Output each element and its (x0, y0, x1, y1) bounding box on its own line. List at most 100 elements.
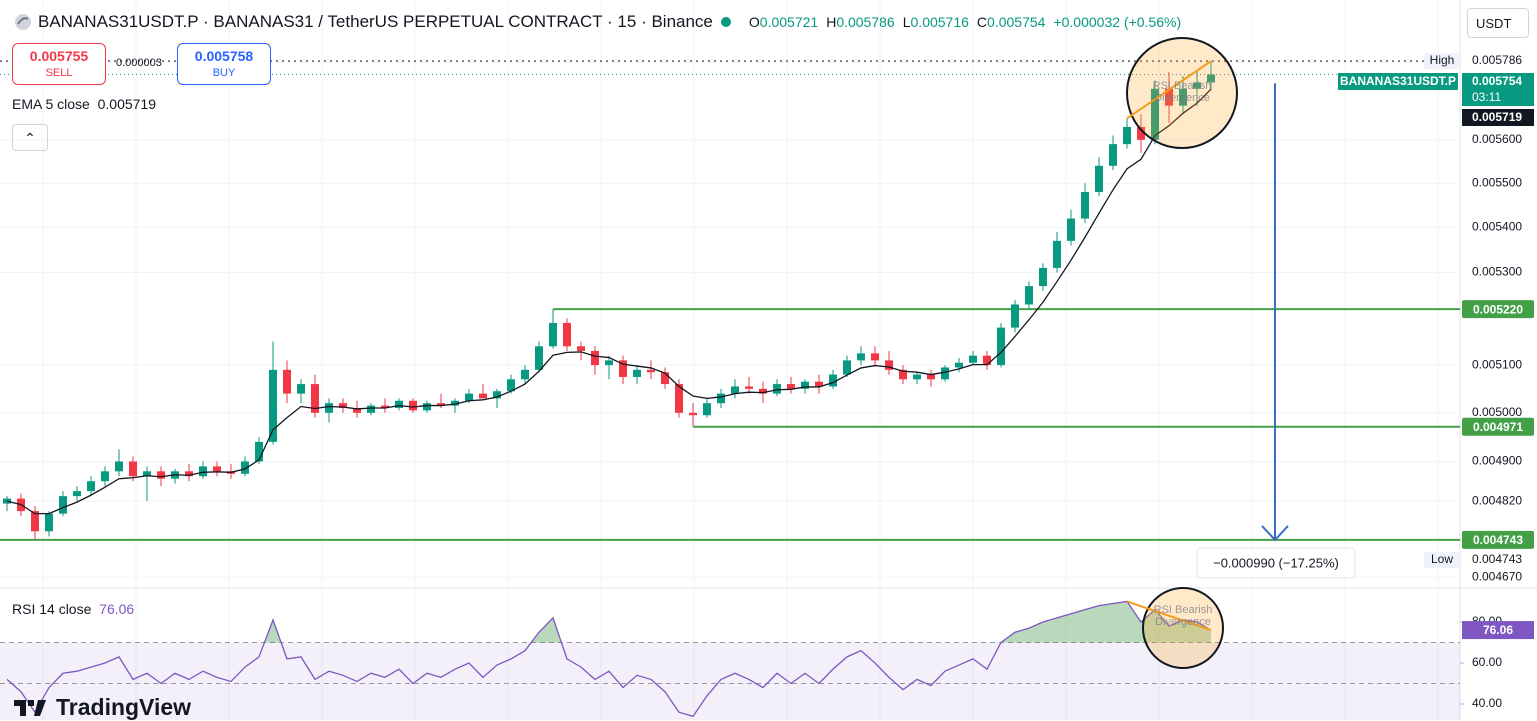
ema-value: 0.005719 (97, 96, 157, 112)
candle-body (1123, 126, 1131, 145)
candle-body (451, 400, 459, 406)
candle-body (381, 405, 389, 408)
candle-body (1095, 165, 1103, 193)
candle-body (773, 384, 781, 394)
candle-body (871, 353, 879, 361)
candle-body (1109, 144, 1117, 166)
high-tag (1424, 53, 1460, 69)
candle-body (661, 372, 669, 385)
candle-body (535, 346, 543, 370)
logo: TradingView (14, 694, 191, 721)
sell-price: 0.005755 (29, 48, 89, 64)
sell-button[interactable]: 0.005755 SELL (12, 43, 106, 85)
candle-body (633, 369, 641, 377)
candle-body (465, 393, 473, 401)
candle-body (1151, 88, 1159, 140)
level-label: 0.004743 (1473, 533, 1523, 547)
y-tick-label: 0.004900 (1472, 454, 1522, 468)
low-tag (1424, 552, 1460, 568)
ohlc-change: +0.000032 (+0.56%) (1053, 14, 1182, 30)
candle-body (1025, 286, 1033, 305)
candle-body (115, 461, 123, 472)
rsi-tag (1462, 621, 1534, 640)
candle-body (493, 391, 501, 399)
candle-body (59, 496, 67, 514)
candle-body (213, 466, 221, 472)
symbol-title: BANANAS31USDT.P · BANANAS31 / TetherUS P… (38, 12, 713, 31)
y-tick-label: 0.005600 (1472, 132, 1522, 146)
high-value: 0.005786 (1472, 53, 1522, 67)
ohlc-value: 0.005716 (910, 14, 969, 30)
candle-body (1137, 126, 1145, 140)
level-label: 0.004971 (1473, 420, 1523, 434)
candle-body (647, 369, 655, 373)
candle-body (1039, 267, 1047, 287)
symbol-tag (1338, 73, 1458, 90)
candle-body (1193, 82, 1201, 89)
candle-body (675, 384, 683, 413)
candle-body (1067, 218, 1075, 241)
logo-mark (14, 699, 46, 716)
candle-body (885, 360, 893, 370)
divergence-circle (1142, 587, 1224, 669)
candle-body (73, 491, 81, 497)
candle-body (815, 381, 823, 387)
measure-box (1196, 547, 1356, 579)
currency-select[interactable]: USDT (1467, 8, 1529, 38)
candle-body (283, 369, 291, 394)
candle-body (297, 384, 305, 394)
y-tick-label: 0.005300 (1472, 265, 1522, 279)
candle-body (591, 350, 599, 366)
candle-body (983, 355, 991, 366)
candle-body (941, 367, 949, 380)
level-label: 0.005220 (1473, 302, 1523, 316)
candle-body (157, 471, 165, 479)
candle-body (997, 327, 1005, 366)
candle-body (311, 384, 319, 413)
candle-body (87, 481, 95, 492)
candle-body (45, 513, 53, 532)
ema-legend: EMA 5 close 0.005719 (12, 96, 156, 112)
ohlc-value: 0.005786 (836, 14, 895, 30)
candle-body (899, 369, 907, 380)
status-dot (720, 17, 731, 27)
measure-label: −0.000990 (−17.25%) (1213, 555, 1339, 570)
y-tick-label: 40.00 (1472, 696, 1502, 710)
candle-body (395, 400, 403, 408)
level-label-bg (1462, 530, 1534, 549)
candle-body (549, 322, 557, 347)
candle-body (241, 461, 249, 474)
y-tick-label: 0.005400 (1472, 220, 1522, 234)
candle-body (185, 471, 193, 477)
candle-body (857, 353, 865, 361)
level-label-bg (1462, 417, 1534, 436)
ohlc: O0.005721 H0.005786 L0.005716 C0.005754 … (749, 14, 1181, 30)
candle-body (843, 360, 851, 375)
candle-body (563, 322, 571, 347)
candle-body (703, 403, 711, 416)
ema-tag (1462, 109, 1534, 126)
rsi-value: 76.06 (99, 601, 135, 617)
collapse-button[interactable]: ⌃ (12, 124, 48, 151)
y-tick-label: 0.005100 (1472, 357, 1522, 371)
low-value: 0.004743 (1472, 552, 1522, 566)
candle-body (689, 412, 697, 416)
candle-body (31, 511, 39, 532)
candle-body (745, 386, 753, 389)
candle-body (269, 369, 277, 442)
buy-button[interactable]: 0.005758 BUY (177, 43, 271, 85)
candle-body (101, 471, 109, 482)
candle-body (437, 403, 445, 406)
buy-price: 0.005758 (194, 48, 254, 64)
candle-body (1165, 88, 1173, 106)
ohlc-key: H (826, 14, 837, 30)
candle-body (731, 386, 739, 394)
candle-body (325, 403, 333, 413)
candle-body (129, 461, 137, 477)
divergence-line (1126, 60, 1212, 120)
candle-body (969, 355, 977, 363)
ema-name: EMA 5 close (12, 96, 90, 112)
y-tick-label: 0.004820 (1472, 493, 1522, 507)
